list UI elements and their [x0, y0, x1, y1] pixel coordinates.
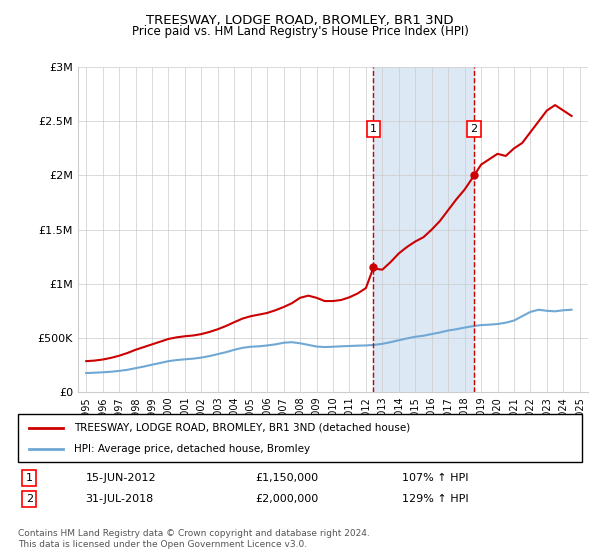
- Bar: [373, 67, 474, 392]
- Text: HPI: Average price, detached house, Bromley: HPI: Average price, detached house, Brom…: [74, 444, 311, 454]
- Text: 2: 2: [26, 494, 33, 504]
- Text: 129% ↑ HPI: 129% ↑ HPI: [401, 494, 468, 504]
- Text: Price paid vs. HM Land Registry's House Price Index (HPI): Price paid vs. HM Land Registry's House …: [131, 25, 469, 38]
- Text: TREESWAY, LODGE ROAD, BROMLEY, BR1 3ND: TREESWAY, LODGE ROAD, BROMLEY, BR1 3ND: [146, 14, 454, 27]
- Text: 2: 2: [470, 124, 478, 134]
- Text: 15-JUN-2012: 15-JUN-2012: [86, 473, 157, 483]
- Text: TREESWAY, LODGE ROAD, BROMLEY, BR1 3ND (detached house): TREESWAY, LODGE ROAD, BROMLEY, BR1 3ND (…: [74, 423, 410, 433]
- Text: Contains HM Land Registry data © Crown copyright and database right 2024.
This d: Contains HM Land Registry data © Crown c…: [18, 529, 370, 549]
- Text: 107% ↑ HPI: 107% ↑ HPI: [401, 473, 468, 483]
- Text: £2,000,000: £2,000,000: [255, 494, 318, 504]
- Text: £1,150,000: £1,150,000: [255, 473, 318, 483]
- FancyBboxPatch shape: [18, 414, 582, 462]
- Text: 1: 1: [370, 124, 377, 134]
- Text: 1: 1: [26, 473, 33, 483]
- Text: 31-JUL-2018: 31-JUL-2018: [86, 494, 154, 504]
